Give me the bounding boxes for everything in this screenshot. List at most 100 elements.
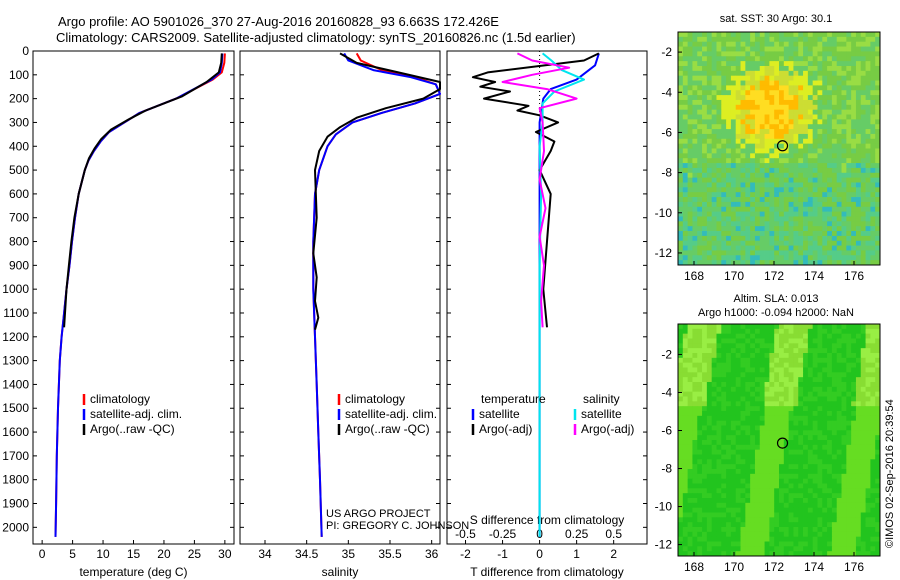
sst-map-cell xyxy=(774,158,780,164)
temperature-profile-ytick-label: 0 xyxy=(22,44,29,58)
sla-map-cell xyxy=(730,459,737,465)
sla-map-cell xyxy=(817,411,823,417)
sla-map-cell xyxy=(740,411,746,417)
sla-map-cell xyxy=(860,348,866,354)
sla-map-ytick-label: -10 xyxy=(655,500,673,514)
sla-map-cell xyxy=(774,512,780,518)
sla-map-cell xyxy=(754,546,761,552)
sst-map-cell xyxy=(702,104,708,111)
sst-map-cell xyxy=(721,260,727,266)
sst-map-cell xyxy=(740,167,746,174)
sst-map-cell xyxy=(730,153,737,159)
sla-map-cell xyxy=(846,324,852,330)
sla-map-cell xyxy=(721,357,727,364)
sst-map-cell xyxy=(779,41,785,47)
sla-map-cell xyxy=(754,348,761,354)
sla-map-cell xyxy=(716,502,722,509)
sla-map-cell xyxy=(759,396,765,402)
sst-map-cell xyxy=(822,231,828,237)
sst-map-cell xyxy=(817,143,823,149)
sst-map-cell xyxy=(745,109,751,115)
sst-map-cell xyxy=(754,99,761,106)
sst-map-cell xyxy=(678,235,684,242)
sla-map-cell xyxy=(754,420,761,426)
sla-map-cell xyxy=(798,328,804,335)
sst-map-cell xyxy=(817,231,823,237)
sst-map-cell xyxy=(678,231,684,237)
sst-map-cell xyxy=(812,133,818,140)
sla-map-cell xyxy=(865,483,871,489)
sst-map-cell xyxy=(836,255,842,261)
sst-map-cell xyxy=(875,99,881,106)
sst-map-cell xyxy=(793,197,799,203)
sst-map-cell xyxy=(706,206,713,212)
sla-map-cell xyxy=(822,391,828,397)
sst-map-cell xyxy=(779,250,785,256)
sla-map-cell xyxy=(841,536,847,542)
sla-map-cell xyxy=(740,517,746,523)
sst-map-cell xyxy=(803,182,809,188)
sst-map-cell xyxy=(774,51,780,57)
sla-map-cell xyxy=(678,406,684,412)
sla-map-cell xyxy=(836,517,842,523)
sla-map-cell xyxy=(855,522,862,528)
sla-map-cell xyxy=(769,372,775,378)
sst-map-cell xyxy=(735,61,741,67)
sst-map-cell xyxy=(711,192,717,198)
sla-map-cell xyxy=(759,454,765,460)
sla-map-cell xyxy=(702,512,708,518)
sla-map-cell xyxy=(875,473,881,480)
sla-map-cell xyxy=(793,415,799,422)
sst-map-cell xyxy=(817,56,823,62)
sla-map-cell xyxy=(855,440,862,446)
sla-map-cell xyxy=(716,546,722,552)
sst-map-cell xyxy=(702,138,708,145)
sst-map-cell xyxy=(735,85,741,91)
sst-map-cell xyxy=(750,65,756,72)
sla-map-cell xyxy=(831,478,838,484)
sst-map-cell xyxy=(769,41,775,47)
sla-map-cell xyxy=(735,493,741,499)
sla-map-cell xyxy=(783,478,790,484)
temperature-legend-label: climatology xyxy=(90,392,150,406)
sla-map-cell xyxy=(730,382,737,388)
sst-map-cell xyxy=(870,99,876,106)
sst-map-cell xyxy=(783,192,790,198)
sst-map-cell xyxy=(730,95,737,101)
sst-map-cell xyxy=(682,221,689,227)
sst-map-cell xyxy=(812,226,818,232)
sla-map-cell xyxy=(721,415,727,422)
sst-map-cell xyxy=(754,235,761,242)
sla-map-cell xyxy=(812,512,818,518)
sst-map-cell xyxy=(706,124,713,130)
sst-map-cell xyxy=(711,255,717,261)
sst-map-cell xyxy=(870,201,876,208)
sst-map-cell xyxy=(721,80,727,86)
sst-map-cell xyxy=(870,133,876,140)
sst-map-cell xyxy=(836,61,842,67)
sst-map-cell xyxy=(774,70,780,77)
sla-map-cell xyxy=(692,531,698,538)
sst-map-cell xyxy=(807,255,814,261)
sst-map-cell xyxy=(678,187,684,193)
sla-map-cell xyxy=(687,541,693,547)
sst-map-cell xyxy=(865,114,871,120)
sla-map-cell xyxy=(706,401,713,407)
sst-map-cell xyxy=(855,36,862,43)
sst-map-cell xyxy=(764,133,770,140)
sla-map-cell xyxy=(745,411,751,417)
sla-map-cell xyxy=(865,425,871,431)
sla-map-cell xyxy=(822,546,828,552)
sst-map-cell xyxy=(740,143,746,149)
sla-map-cell xyxy=(745,343,751,349)
sst-map-cell xyxy=(817,85,823,91)
sla-map-cell xyxy=(721,449,727,455)
sst-map-cell xyxy=(875,216,881,222)
sla-map-cell xyxy=(855,425,862,431)
sst-map-cell xyxy=(783,167,790,174)
sla-map-cell xyxy=(697,362,703,368)
sla-map-cell xyxy=(740,372,746,378)
sla-map-cell xyxy=(726,546,732,552)
sla-map-cell xyxy=(793,328,799,335)
sst-map-cell xyxy=(692,90,698,96)
